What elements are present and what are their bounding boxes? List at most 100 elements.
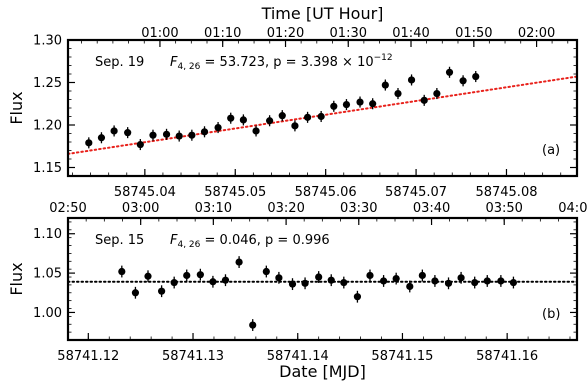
data-point-b <box>249 321 257 329</box>
top-tick-label-b: 03:40 <box>413 201 450 216</box>
data-point-a <box>317 112 325 121</box>
data-point-a <box>175 132 183 140</box>
x-tick-label-a: 58745.07 <box>385 185 447 200</box>
data-point-b <box>221 276 230 284</box>
stat-annotation-b: F4, 26 = 0.046, p = 0.996 <box>170 233 330 250</box>
data-point-a <box>227 114 235 122</box>
data-point-a <box>136 140 144 149</box>
y-tick-label-a: 1.20 <box>33 119 62 134</box>
stat-values-b: = 0.046, p = 0.996 <box>200 233 329 248</box>
data-point-b <box>196 271 204 279</box>
data-point-b <box>131 289 140 297</box>
top-axis-label-a: Time [UT Hour] <box>261 4 384 23</box>
data-point-a <box>394 89 402 98</box>
stat-subscript-b: 4, 26 <box>177 240 200 250</box>
data-point-a <box>356 98 364 106</box>
data-point-b <box>483 277 491 285</box>
y-axis-label-a: Flux <box>7 91 26 124</box>
top-tick-label-a: 01:20 <box>267 26 304 41</box>
data-point-b <box>497 277 505 285</box>
data-point-b <box>406 282 414 291</box>
data-point-a <box>85 139 93 147</box>
top-tick-label-a: 02:00 <box>518 26 555 41</box>
data-point-a <box>472 72 480 81</box>
panel-b: 1.00 1.05 1.10 58741.12 58741.13 58741.14 5874… <box>7 201 588 381</box>
data-point-b <box>366 271 374 280</box>
x-axis-label-b: Date [MJD] <box>279 362 366 381</box>
data-point-a <box>188 131 196 139</box>
data-point-b <box>379 277 388 285</box>
data-point-b <box>457 274 465 282</box>
data-point-b <box>509 278 518 287</box>
data-point-a <box>459 77 467 85</box>
data-point-b <box>275 274 283 282</box>
data-point-b <box>444 279 453 287</box>
y-tick-label-b: 1.00 <box>33 306 62 321</box>
data-point-a <box>149 131 157 139</box>
data-point-a <box>200 128 209 136</box>
data-point-a <box>124 129 132 137</box>
top-tick-label-b: 03:10 <box>195 201 232 216</box>
data-point-b <box>170 278 178 287</box>
stat-exponent-a: −12 <box>374 53 393 63</box>
x-tick-label-b: 58741.12 <box>57 349 119 364</box>
data-point-a <box>445 68 454 76</box>
data-point-a <box>239 116 247 124</box>
top-tick-label-b: 03:30 <box>340 201 377 216</box>
data-point-a <box>266 117 274 125</box>
plot-frame-a <box>66 38 579 178</box>
x-tick-label-a: 58745.06 <box>295 185 357 200</box>
x-tick-label-a: 58745.08 <box>475 185 537 200</box>
data-point-a <box>433 89 441 98</box>
data-point-b <box>158 287 166 295</box>
top-tick-label-a: 01:10 <box>204 26 241 41</box>
plot-frame-b <box>66 216 579 342</box>
top-tick-label-a: 01:50 <box>455 26 492 41</box>
top-tick-label-a: 01:00 <box>141 26 178 41</box>
data-point-b <box>183 271 191 280</box>
data-point-b <box>301 279 309 287</box>
data-point-b <box>235 258 243 266</box>
x-tick-label-b: 58741.15 <box>371 349 433 364</box>
y-axis-label-b: Flux <box>7 262 26 295</box>
data-point-a <box>110 127 118 135</box>
data-point-b <box>144 272 152 280</box>
data-point-a <box>97 134 106 142</box>
y-tick-label-a: 1.30 <box>33 34 62 49</box>
top-tick-label-b: 03:50 <box>485 201 522 216</box>
data-point-b <box>262 267 270 276</box>
y-tick-label-b: 1.05 <box>33 267 62 282</box>
top-tick-label-b: 03:00 <box>122 201 159 216</box>
stat-f-symbol-b: F <box>170 233 178 248</box>
top-tick-label-b: 02:50 <box>49 201 86 216</box>
x-tick-label-b: 58741.13 <box>162 349 224 364</box>
stat-f-symbol-a: F <box>170 55 178 70</box>
data-point-a <box>278 112 286 120</box>
date-label-a: Sep. 19 <box>95 55 144 70</box>
data-point-a <box>303 113 312 121</box>
data-point-a <box>252 127 260 135</box>
x-tick-label-a: 58745.04 <box>114 185 176 200</box>
data-point-b <box>353 293 362 301</box>
y-tick-label-b: 1.10 <box>33 227 62 242</box>
data-point-b <box>209 278 217 286</box>
data-point-b <box>392 275 400 283</box>
stat-values-a: = 53.723, p = 3.398 × 10 <box>200 55 373 70</box>
x-tick-label-b: 58741.14 <box>267 349 329 364</box>
data-point-a <box>291 122 299 130</box>
top-tick-label-a: 01:30 <box>330 26 367 41</box>
panel-tag-b: (b) <box>542 307 560 322</box>
x-tick-label-b: 58741.16 <box>476 349 538 364</box>
data-point-a <box>342 101 351 109</box>
data-point-b <box>118 267 126 276</box>
data-point-a <box>420 96 428 104</box>
panel-a: 1.15 1.20 1.25 1.30 58745.04 58745.05 58745.06… <box>7 4 579 200</box>
top-tick-label-b: 03:20 <box>267 201 304 216</box>
y-tick-label-a: 1.25 <box>33 76 62 91</box>
top-tick-label-a: 01:40 <box>392 26 429 41</box>
data-point-a <box>369 100 377 108</box>
data-point-b <box>315 273 323 281</box>
x-tick-label-a: 58745.05 <box>204 185 266 200</box>
top-tick-label-b: 04:00 <box>558 201 588 216</box>
